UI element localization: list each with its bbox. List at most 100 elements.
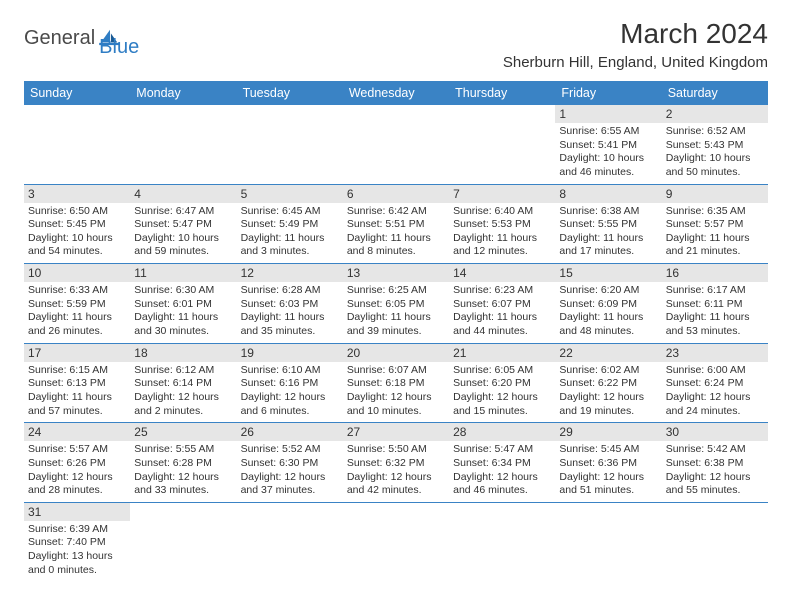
calendar-cell xyxy=(449,502,555,581)
calendar-cell: 3Sunrise: 6:50 AMSunset: 5:45 PMDaylight… xyxy=(24,184,130,264)
calendar-row: 31Sunrise: 6:39 AMSunset: 7:40 PMDayligh… xyxy=(24,502,768,581)
col-thursday: Thursday xyxy=(449,81,555,105)
day-content: Sunrise: 6:35 AMSunset: 5:57 PMDaylight:… xyxy=(662,203,768,264)
day-content: Sunrise: 6:40 AMSunset: 5:53 PMDaylight:… xyxy=(449,203,555,264)
calendar-table: Sunday Monday Tuesday Wednesday Thursday… xyxy=(24,81,768,581)
day-number: 23 xyxy=(662,344,768,362)
day-number: 12 xyxy=(237,264,343,282)
day-content: Sunrise: 5:52 AMSunset: 6:30 PMDaylight:… xyxy=(237,441,343,502)
day-number: 29 xyxy=(555,423,661,441)
day-content: Sunrise: 6:02 AMSunset: 6:22 PMDaylight:… xyxy=(555,362,661,423)
day-content: Sunrise: 6:38 AMSunset: 5:55 PMDaylight:… xyxy=(555,203,661,264)
day-content: Sunrise: 6:12 AMSunset: 6:14 PMDaylight:… xyxy=(130,362,236,423)
day-number: 5 xyxy=(237,185,343,203)
day-content: Sunrise: 6:10 AMSunset: 6:16 PMDaylight:… xyxy=(237,362,343,423)
calendar-row: 1Sunrise: 6:55 AMSunset: 5:41 PMDaylight… xyxy=(24,105,768,184)
calendar-cell: 26Sunrise: 5:52 AMSunset: 6:30 PMDayligh… xyxy=(237,423,343,503)
day-content: Sunrise: 6:42 AMSunset: 5:51 PMDaylight:… xyxy=(343,203,449,264)
logo: General Blue xyxy=(24,18,139,59)
calendar-cell xyxy=(343,105,449,184)
day-content: Sunrise: 6:15 AMSunset: 6:13 PMDaylight:… xyxy=(24,362,130,423)
day-content: Sunrise: 6:23 AMSunset: 6:07 PMDaylight:… xyxy=(449,282,555,343)
calendar-cell: 2Sunrise: 6:52 AMSunset: 5:43 PMDaylight… xyxy=(662,105,768,184)
day-content: Sunrise: 5:47 AMSunset: 6:34 PMDaylight:… xyxy=(449,441,555,502)
calendar-cell xyxy=(24,105,130,184)
calendar-cell xyxy=(237,502,343,581)
col-tuesday: Tuesday xyxy=(237,81,343,105)
day-number: 15 xyxy=(555,264,661,282)
day-content: Sunrise: 6:17 AMSunset: 6:11 PMDaylight:… xyxy=(662,282,768,343)
day-content: Sunrise: 6:50 AMSunset: 5:45 PMDaylight:… xyxy=(24,203,130,264)
calendar-cell: 17Sunrise: 6:15 AMSunset: 6:13 PMDayligh… xyxy=(24,343,130,423)
col-sunday: Sunday xyxy=(24,81,130,105)
day-number: 30 xyxy=(662,423,768,441)
calendar-cell: 11Sunrise: 6:30 AMSunset: 6:01 PMDayligh… xyxy=(130,264,236,344)
day-content: Sunrise: 6:28 AMSunset: 6:03 PMDaylight:… xyxy=(237,282,343,343)
day-content: Sunrise: 6:07 AMSunset: 6:18 PMDaylight:… xyxy=(343,362,449,423)
calendar-cell xyxy=(130,502,236,581)
day-number: 25 xyxy=(130,423,236,441)
calendar-cell: 8Sunrise: 6:38 AMSunset: 5:55 PMDaylight… xyxy=(555,184,661,264)
day-number: 4 xyxy=(130,185,236,203)
calendar-cell: 29Sunrise: 5:45 AMSunset: 6:36 PMDayligh… xyxy=(555,423,661,503)
calendar-cell: 6Sunrise: 6:42 AMSunset: 5:51 PMDaylight… xyxy=(343,184,449,264)
calendar-cell: 4Sunrise: 6:47 AMSunset: 5:47 PMDaylight… xyxy=(130,184,236,264)
calendar-cell xyxy=(662,502,768,581)
calendar-cell xyxy=(237,105,343,184)
calendar-cell: 31Sunrise: 6:39 AMSunset: 7:40 PMDayligh… xyxy=(24,502,130,581)
day-number: 22 xyxy=(555,344,661,362)
day-content: Sunrise: 5:45 AMSunset: 6:36 PMDaylight:… xyxy=(555,441,661,502)
col-saturday: Saturday xyxy=(662,81,768,105)
title-block: March 2024 Sherburn Hill, England, Unite… xyxy=(503,18,768,71)
day-content: Sunrise: 5:55 AMSunset: 6:28 PMDaylight:… xyxy=(130,441,236,502)
calendar-row: 17Sunrise: 6:15 AMSunset: 6:13 PMDayligh… xyxy=(24,343,768,423)
day-number: 18 xyxy=(130,344,236,362)
calendar-cell: 24Sunrise: 5:57 AMSunset: 6:26 PMDayligh… xyxy=(24,423,130,503)
calendar-cell: 15Sunrise: 6:20 AMSunset: 6:09 PMDayligh… xyxy=(555,264,661,344)
day-number: 21 xyxy=(449,344,555,362)
day-number: 16 xyxy=(662,264,768,282)
calendar-body: 1Sunrise: 6:55 AMSunset: 5:41 PMDaylight… xyxy=(24,105,768,581)
day-content: Sunrise: 6:47 AMSunset: 5:47 PMDaylight:… xyxy=(130,203,236,264)
col-friday: Friday xyxy=(555,81,661,105)
calendar-cell: 16Sunrise: 6:17 AMSunset: 6:11 PMDayligh… xyxy=(662,264,768,344)
day-number: 28 xyxy=(449,423,555,441)
day-content: Sunrise: 5:50 AMSunset: 6:32 PMDaylight:… xyxy=(343,441,449,502)
calendar-cell: 9Sunrise: 6:35 AMSunset: 5:57 PMDaylight… xyxy=(662,184,768,264)
day-number: 11 xyxy=(130,264,236,282)
calendar-cell: 21Sunrise: 6:05 AMSunset: 6:20 PMDayligh… xyxy=(449,343,555,423)
day-number: 17 xyxy=(24,344,130,362)
calendar-cell xyxy=(343,502,449,581)
day-number: 1 xyxy=(555,105,661,123)
day-number: 3 xyxy=(24,185,130,203)
day-number: 6 xyxy=(343,185,449,203)
day-content: Sunrise: 5:42 AMSunset: 6:38 PMDaylight:… xyxy=(662,441,768,502)
day-content: Sunrise: 6:30 AMSunset: 6:01 PMDaylight:… xyxy=(130,282,236,343)
calendar-cell: 27Sunrise: 5:50 AMSunset: 6:32 PMDayligh… xyxy=(343,423,449,503)
calendar-cell xyxy=(130,105,236,184)
day-number: 14 xyxy=(449,264,555,282)
calendar-cell: 5Sunrise: 6:45 AMSunset: 5:49 PMDaylight… xyxy=(237,184,343,264)
calendar-cell xyxy=(449,105,555,184)
calendar-cell: 30Sunrise: 5:42 AMSunset: 6:38 PMDayligh… xyxy=(662,423,768,503)
day-number: 26 xyxy=(237,423,343,441)
day-content: Sunrise: 5:57 AMSunset: 6:26 PMDaylight:… xyxy=(24,441,130,502)
day-content: Sunrise: 6:55 AMSunset: 5:41 PMDaylight:… xyxy=(555,123,661,184)
calendar-header-row: Sunday Monday Tuesday Wednesday Thursday… xyxy=(24,81,768,105)
calendar-cell xyxy=(555,502,661,581)
logo-text-blue: Blue xyxy=(99,36,139,59)
col-monday: Monday xyxy=(130,81,236,105)
day-number: 8 xyxy=(555,185,661,203)
calendar-cell: 20Sunrise: 6:07 AMSunset: 6:18 PMDayligh… xyxy=(343,343,449,423)
calendar-row: 10Sunrise: 6:33 AMSunset: 5:59 PMDayligh… xyxy=(24,264,768,344)
day-number: 7 xyxy=(449,185,555,203)
day-number: 10 xyxy=(24,264,130,282)
day-number: 24 xyxy=(24,423,130,441)
calendar-cell: 23Sunrise: 6:00 AMSunset: 6:24 PMDayligh… xyxy=(662,343,768,423)
logo-text-general: General xyxy=(24,27,95,50)
day-number: 19 xyxy=(237,344,343,362)
calendar-cell: 10Sunrise: 6:33 AMSunset: 5:59 PMDayligh… xyxy=(24,264,130,344)
calendar-cell: 25Sunrise: 5:55 AMSunset: 6:28 PMDayligh… xyxy=(130,423,236,503)
day-content: Sunrise: 6:45 AMSunset: 5:49 PMDaylight:… xyxy=(237,203,343,264)
calendar-cell: 22Sunrise: 6:02 AMSunset: 6:22 PMDayligh… xyxy=(555,343,661,423)
